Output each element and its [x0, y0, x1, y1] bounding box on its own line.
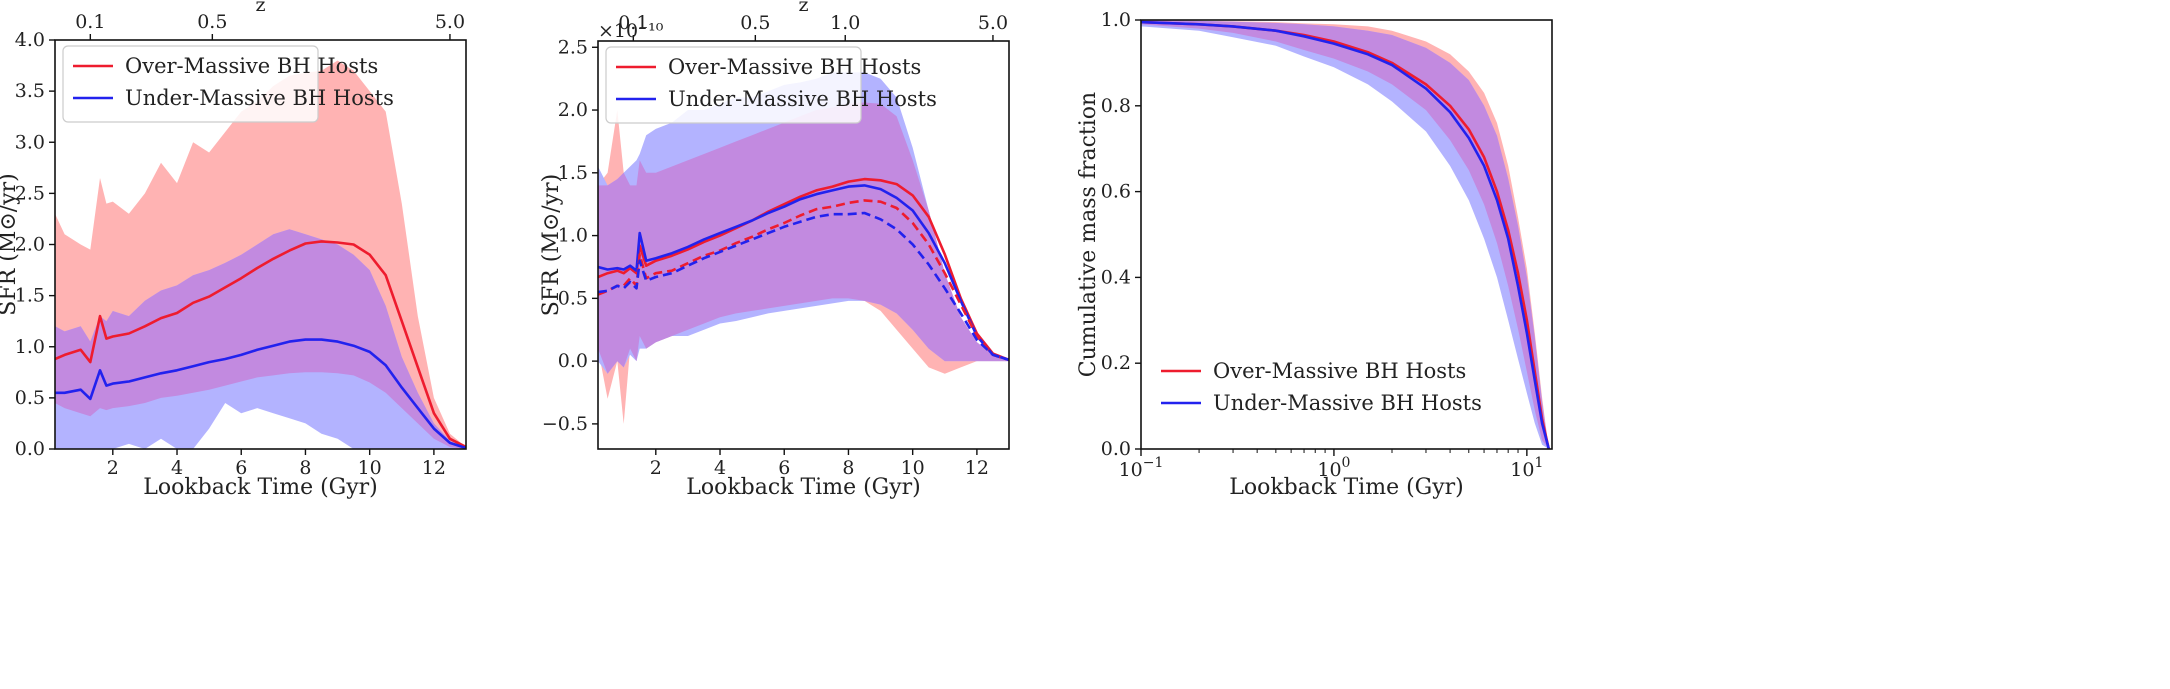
x-tick-label: 12: [965, 457, 989, 479]
y-tick-label: 2.0: [15, 234, 45, 256]
y-tick-label: 2.5: [558, 36, 588, 58]
y-tick-label: 0.0: [15, 438, 45, 460]
legend-label: Under-Massive BH Hosts: [125, 86, 394, 110]
x-tick-label: 101: [1510, 455, 1543, 481]
legend-box: [62, 45, 319, 123]
y-tick-label: 0.8: [1101, 95, 1131, 117]
top-tick-label: 0.1: [618, 12, 648, 34]
y-tick-label: 3.0: [15, 131, 45, 153]
x-tick-label: 12: [422, 457, 446, 479]
top-axis-label: z: [255, 0, 265, 16]
x-axis-label: Lookback Time (Gyr): [1229, 475, 1464, 500]
x-tick-label: 10−1: [1119, 455, 1164, 481]
under-line: [598, 184, 1009, 362]
y-tick-label: −0.5: [542, 413, 588, 435]
legend-label: Over-Massive BH Hosts: [668, 55, 921, 79]
y-tick-label: 1.0: [15, 336, 45, 358]
x-tick-exponent: −1: [1143, 455, 1164, 471]
top-tick-label: 0.5: [740, 12, 770, 34]
y-tick-label: 0.5: [15, 387, 45, 409]
panel-sfr-median: 0.0 0.5 1.0 1.5 2.0 2.5 3.0 3.5 4.0 2 4 6 8 10 12 0.1 0.…: [0, 0, 467, 500]
y-tick-label: 0.0: [1101, 438, 1131, 460]
legend-label: Over-Massive BH Hosts: [125, 54, 378, 78]
plot-area: [55, 60, 466, 449]
y-tick-label: 0.5: [558, 287, 588, 309]
y-tick-label: 3.5: [15, 80, 45, 102]
legend-box: [605, 46, 862, 124]
under-line: [1141, 20, 1551, 449]
x-tick-label: 4: [714, 457, 726, 479]
plot-area: [1141, 20, 1551, 449]
x-tick-exponent: 0: [1342, 455, 1351, 471]
y-tick-label: 0.2: [1101, 352, 1131, 374]
plot-area: [598, 72, 1009, 424]
x-tick-base: 10: [1119, 459, 1143, 481]
y-tick-label: 2.0: [558, 99, 588, 121]
x-tick-base: 10: [1317, 459, 1341, 481]
top-tick-label: 5.0: [435, 11, 465, 33]
y-axis-label: SFR (M⊙/yr): [0, 173, 21, 315]
legend-label: Over-Massive BH Hosts: [1213, 359, 1466, 383]
x-tick-label: 2: [107, 457, 119, 479]
top-tick-label: 0.5: [197, 11, 227, 33]
y-tick-label: 1.5: [558, 162, 588, 184]
x-axis-label: Lookback Time (Gyr): [686, 475, 921, 500]
y-tick-label: 4.0: [15, 29, 45, 51]
legend: Over-Massive BH Hosts Under-Massive BH Ho…: [62, 45, 394, 123]
y-tick-label: 0.4: [1101, 266, 1131, 288]
x-tick-label: 6: [778, 457, 790, 479]
x-tick-label: 6: [235, 457, 247, 479]
over-line: [55, 240, 466, 449]
y-tick-label: 1.5: [15, 285, 45, 307]
overlap-band: [55, 229, 466, 449]
y-tick-label: 0.0: [558, 350, 588, 372]
y-axis-label: SFR (M⊙/yr): [539, 174, 564, 316]
x-tick-label: 8: [299, 457, 311, 479]
legend: Over-Massive BH Hosts Under-Massive BH Ho…: [605, 46, 937, 124]
axes-frame: [597, 40, 1010, 450]
offset-label: ×10⁻¹⁰: [598, 20, 664, 42]
y-axis-label: Cumulative mass fraction: [1076, 92, 1101, 377]
x-tick-label: 10: [358, 457, 382, 479]
legend: Over-Massive BH Hosts Under-Massive BH Ho…: [1161, 359, 1482, 415]
legend-label: Under-Massive BH Hosts: [668, 87, 937, 111]
y-tick-label: 1.0: [1101, 9, 1131, 31]
top-tick-label: 5.0: [978, 12, 1008, 34]
x-tick-base: 10: [1510, 459, 1534, 481]
x-tick-label: 10: [901, 457, 925, 479]
y-tick-label: 1.0: [558, 225, 588, 247]
y-tick-label: 0.6: [1101, 181, 1131, 203]
x-tick-exponent: 1: [1534, 455, 1543, 471]
x-tick-label: 100: [1317, 455, 1350, 481]
under-line: [55, 338, 466, 449]
x-axis-label: Lookback Time (Gyr): [143, 475, 378, 500]
legend-label: Under-Massive BH Hosts: [1213, 391, 1482, 415]
x-tick-label: 8: [842, 457, 854, 479]
top-tick-label: 0.1: [75, 11, 105, 33]
dashed-under-line: [598, 211, 1009, 362]
overlap-band: [1141, 20, 1549, 449]
panel-sfr-normalized: −0.5 0.0 0.5 1.0 1.5 2.0 2.5 2 4 6 8 10 12 0.1 0.5 1.0 5…: [539, 0, 1010, 500]
x-tick-label: 4: [171, 457, 183, 479]
axes-frame: [1140, 19, 1553, 450]
y-tick-label: 2.5: [15, 182, 45, 204]
under-band: [1141, 20, 1549, 449]
top-tick-label: 1.0: [830, 12, 860, 34]
x-tick-label: 2: [650, 457, 662, 479]
top-axis-label: z: [798, 0, 808, 16]
overlap-band: [598, 102, 1009, 374]
